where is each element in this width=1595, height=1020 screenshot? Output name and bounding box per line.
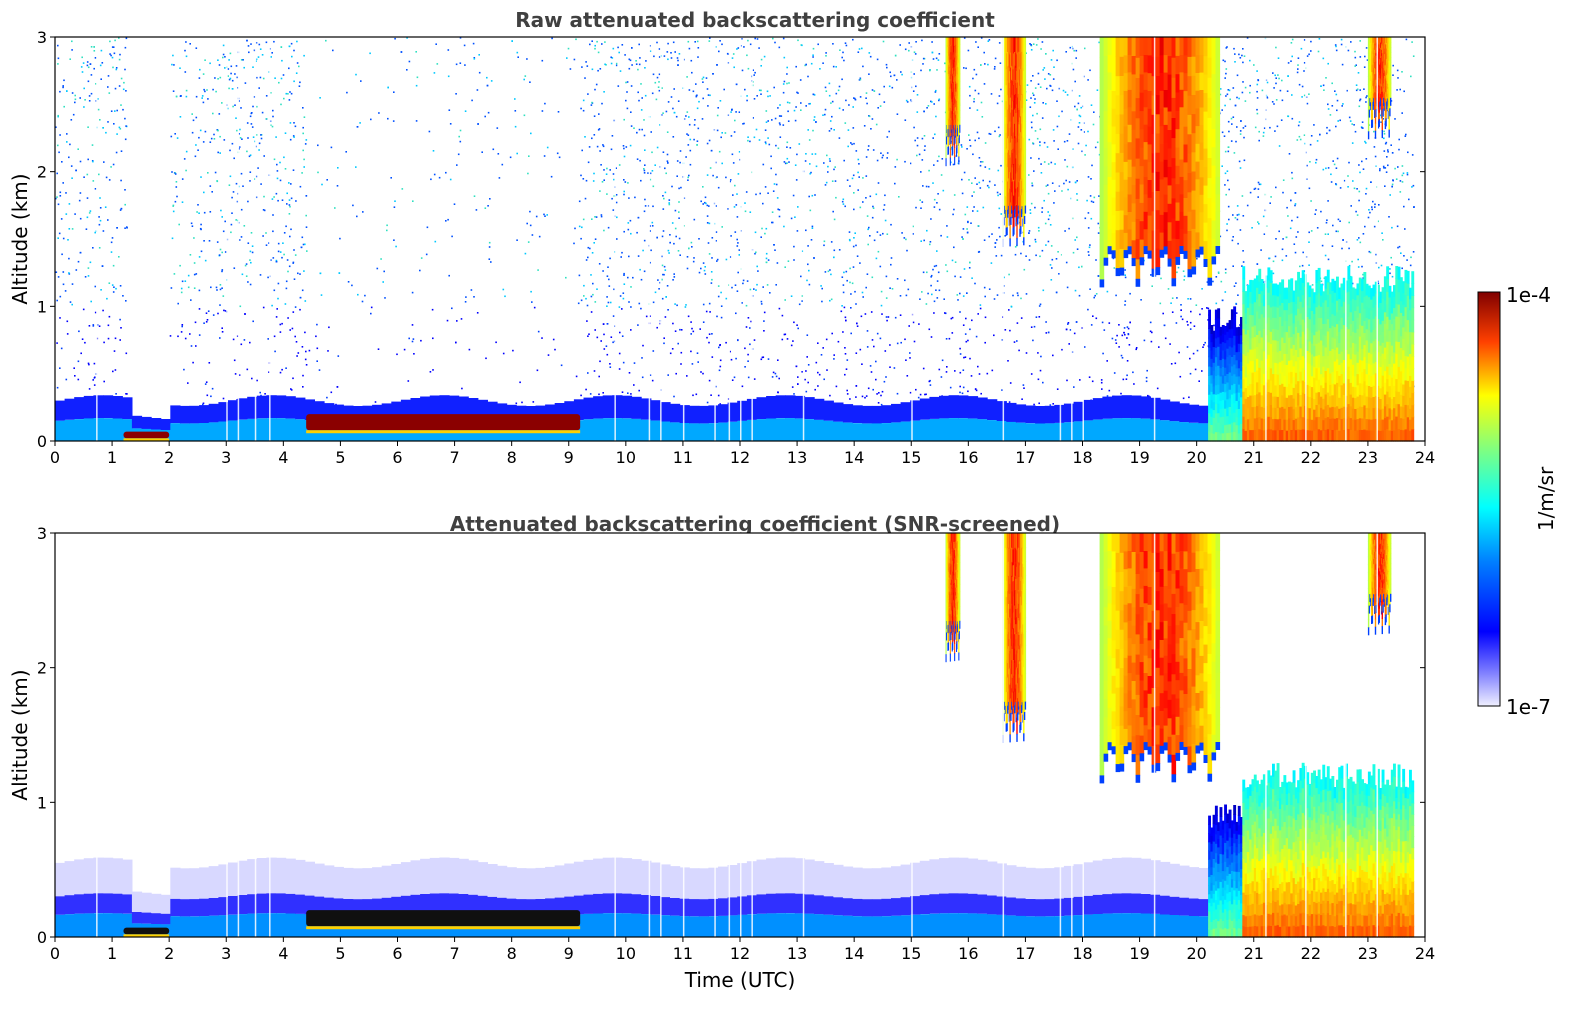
x-tick-label: 21 — [1244, 448, 1264, 467]
x-tick-label: 14 — [844, 448, 864, 467]
bottom-heatmap — [55, 533, 1425, 938]
x-tick-label: 17 — [1015, 944, 1035, 963]
x-tick-label: 1 — [107, 448, 117, 467]
y-tick-label: 0 — [37, 928, 47, 947]
x-tick-label: 5 — [335, 944, 345, 963]
colorbar-gradient — [1477, 291, 1501, 707]
x-tick-label: 16 — [958, 944, 978, 963]
feature-cloud — [945, 533, 961, 663]
x-tick-label: 4 — [278, 944, 288, 963]
feature-cloud — [1099, 533, 1221, 784]
x-tick-label: 7 — [449, 944, 459, 963]
feature-strong_layer — [123, 927, 170, 938]
y-tick-label: 3 — [37, 28, 47, 47]
x-tick-label: 16 — [958, 448, 978, 467]
y-axis-label: Altitude (km) — [8, 669, 32, 800]
x-tick-label: 12 — [730, 944, 750, 963]
x-tick-label: 18 — [1072, 448, 1092, 467]
x-tick-label: 0 — [50, 448, 60, 467]
x-tick-label: 8 — [507, 448, 517, 467]
bottom-panel-title: Attenuated backscattering coefficient (S… — [449, 512, 1061, 536]
feature-cloud — [1002, 533, 1027, 743]
colorbar-max-label: 1e-4 — [1506, 283, 1551, 307]
data-gaps — [96, 533, 1378, 937]
x-tick-label: 12 — [730, 448, 750, 467]
x-tick-label: 20 — [1186, 944, 1206, 963]
x-tick-label: 24 — [1415, 944, 1435, 963]
x-tick-label: 15 — [901, 448, 921, 467]
y-tick-label: 3 — [37, 524, 47, 543]
x-tick-label: 11 — [673, 448, 693, 467]
y-tick-label: 1 — [37, 793, 47, 812]
x-tick-label: 0 — [50, 944, 60, 963]
x-tick-label: 8 — [507, 944, 517, 963]
x-tick-label: 5 — [335, 448, 345, 467]
x-tick-label: 20 — [1186, 448, 1206, 467]
feature-cloud — [1367, 533, 1392, 636]
x-tick-label: 3 — [221, 448, 231, 467]
x-tick-label: 13 — [787, 448, 807, 467]
feature-cloud — [945, 37, 961, 167]
y-axis-label: Altitude (km) — [8, 173, 32, 304]
x-tick-label: 10 — [616, 944, 636, 963]
x-tick-label: 15 — [901, 944, 921, 963]
top-panel-title: Raw attenuated backscattering coefficien… — [515, 8, 995, 32]
x-tick-label: 10 — [616, 448, 636, 467]
x-tick-label: 22 — [1301, 448, 1321, 467]
x-tick-label: 19 — [1129, 944, 1149, 963]
x-tick-label: 2 — [164, 944, 174, 963]
colorbar-unit-label: 1/m/sr — [1534, 466, 1558, 531]
x-tick-label: 11 — [673, 944, 693, 963]
x-axis-label: Time (UTC) — [684, 968, 796, 992]
x-tick-label: 1 — [107, 944, 117, 963]
x-tick-label: 6 — [392, 944, 402, 963]
x-tick-label: 23 — [1358, 944, 1378, 963]
y-tick-label: 0 — [37, 432, 47, 451]
feature-strong_layer — [123, 431, 170, 442]
x-tick-label: 14 — [844, 944, 864, 963]
feature-cloud — [1367, 37, 1392, 140]
y-tick-label: 2 — [37, 163, 47, 182]
x-tick-label: 6 — [392, 448, 402, 467]
x-tick-label: 7 — [449, 448, 459, 467]
x-tick-label: 3 — [221, 944, 231, 963]
feature-strong_layer — [306, 910, 581, 930]
x-tick-label: 4 — [278, 448, 288, 467]
x-tick-label: 24 — [1415, 448, 1435, 467]
x-tick-label: 9 — [564, 448, 574, 467]
colorbar-min-label: 1e-7 — [1506, 695, 1551, 719]
x-tick-label: 21 — [1244, 944, 1264, 963]
feature-aerosol_layer — [55, 857, 1209, 937]
colorbar: 1e-4 1e-7 1/m/sr — [1477, 283, 1558, 719]
feature-cloud — [1002, 37, 1027, 247]
axes: 0 1 2 3 4 5 6 7 8 9 10 11 12 13 14 15 16 17 18 19 20 21 22 23 24… — [8, 28, 1435, 992]
x-tick-label: 13 — [787, 944, 807, 963]
x-tick-label: 22 — [1301, 944, 1321, 963]
x-tick-label: 23 — [1358, 448, 1378, 467]
x-tick-label: 18 — [1072, 944, 1092, 963]
x-tick-label: 2 — [164, 448, 174, 467]
x-tick-label: 19 — [1129, 448, 1149, 467]
x-tick-label: 17 — [1015, 448, 1035, 467]
y-tick-label: 1 — [37, 297, 47, 316]
y-tick-label: 2 — [37, 659, 47, 678]
x-tick-label: 9 — [564, 944, 574, 963]
feature-strong_layer — [306, 414, 581, 434]
top-heatmap — [55, 37, 1425, 442]
feature-precipitation — [1208, 266, 1415, 442]
data-gaps — [96, 37, 1378, 441]
feature-cloud — [1099, 37, 1221, 288]
